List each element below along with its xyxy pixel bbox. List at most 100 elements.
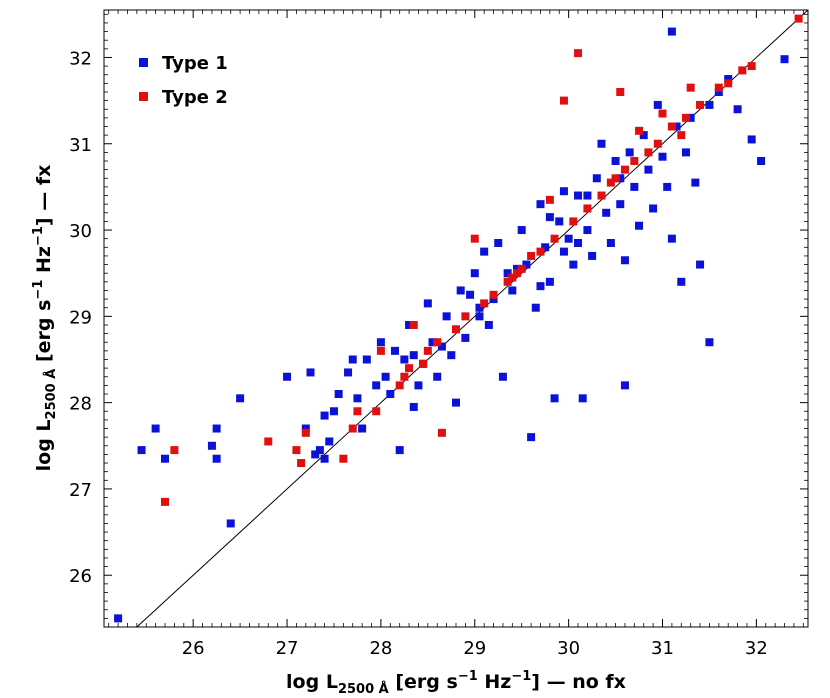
type2-point bbox=[437, 428, 446, 437]
type2-point bbox=[527, 251, 536, 260]
type2-point bbox=[536, 247, 545, 256]
type1-point bbox=[611, 157, 620, 166]
type1-point bbox=[386, 390, 395, 399]
x-tick-labels: 26 27 28 29 30 31 32 bbox=[182, 638, 768, 659]
y-tick-label: 27 bbox=[69, 480, 92, 501]
legend-label-type2: Type 2 bbox=[162, 87, 228, 108]
type1-point bbox=[517, 226, 526, 235]
type1-point bbox=[470, 269, 479, 278]
type1-point bbox=[747, 135, 756, 144]
type1-point bbox=[161, 454, 170, 463]
y-tick-label: 30 bbox=[69, 221, 92, 242]
type1-point bbox=[320, 454, 329, 463]
type1-point bbox=[564, 234, 573, 243]
legend: Type 1 Type 2 bbox=[139, 53, 228, 108]
type1-point bbox=[508, 286, 517, 295]
type2-point bbox=[297, 459, 306, 468]
type1-point bbox=[559, 247, 568, 256]
type2-point bbox=[503, 277, 512, 286]
type1-point bbox=[653, 100, 662, 109]
type1-point bbox=[405, 320, 414, 329]
type1-point bbox=[442, 312, 451, 321]
type1-point bbox=[376, 338, 385, 347]
type1-point bbox=[588, 251, 597, 260]
type1-point bbox=[447, 351, 456, 360]
type1-point bbox=[498, 372, 507, 381]
type1-point bbox=[395, 446, 404, 455]
x-tick-label: 26 bbox=[182, 638, 205, 659]
type1-point bbox=[536, 282, 545, 291]
x-tick-label: 29 bbox=[463, 638, 486, 659]
type1-point bbox=[681, 148, 690, 157]
x-tick-label: 31 bbox=[651, 638, 674, 659]
type1-point bbox=[569, 260, 578, 269]
type2-point bbox=[653, 139, 662, 148]
type1-point bbox=[484, 320, 493, 329]
type1-point bbox=[489, 295, 498, 304]
type1-point bbox=[597, 139, 606, 148]
type2-point bbox=[470, 234, 479, 243]
y-tick-label: 31 bbox=[69, 135, 92, 156]
type2-point bbox=[489, 290, 498, 299]
type1-point bbox=[635, 221, 644, 230]
type2-point bbox=[686, 83, 695, 92]
type1-point bbox=[592, 174, 601, 183]
type2-point bbox=[405, 364, 414, 373]
type2-point bbox=[353, 407, 362, 416]
type2-point bbox=[513, 269, 522, 278]
type1-point bbox=[574, 238, 583, 247]
type1-point bbox=[545, 277, 554, 286]
x-tick-label: 28 bbox=[369, 638, 392, 659]
type1-point bbox=[236, 394, 245, 403]
type2-point bbox=[301, 428, 310, 437]
type2-point bbox=[724, 79, 733, 88]
type1-point bbox=[320, 411, 329, 420]
type2-point bbox=[747, 62, 756, 71]
type1-point bbox=[372, 381, 381, 390]
type1-point bbox=[151, 424, 160, 433]
type1-point bbox=[559, 187, 568, 196]
type2-point bbox=[620, 165, 629, 174]
type1-point bbox=[705, 338, 714, 347]
type2-point bbox=[738, 66, 747, 75]
type2-point bbox=[400, 372, 409, 381]
axis-ticks bbox=[104, 10, 808, 628]
type1-point bbox=[639, 131, 648, 140]
type1-point bbox=[691, 178, 700, 187]
type2-point bbox=[452, 325, 460, 334]
type1-point bbox=[757, 157, 766, 166]
reference-line bbox=[136, 9, 809, 628]
type1-point bbox=[212, 454, 221, 463]
type1-point bbox=[527, 433, 536, 442]
y-tick-label: 26 bbox=[69, 566, 92, 587]
type1-point bbox=[306, 368, 315, 377]
type1-point bbox=[437, 342, 446, 351]
type1-point bbox=[301, 424, 310, 433]
legend-marker-type1 bbox=[139, 58, 148, 67]
type1-point bbox=[616, 200, 625, 209]
type2-point bbox=[644, 148, 653, 157]
type1-point bbox=[513, 264, 522, 273]
type1-point bbox=[381, 372, 390, 381]
type1-point bbox=[658, 152, 667, 161]
type1-point bbox=[344, 368, 353, 377]
type2-point bbox=[170, 446, 179, 455]
type1-point bbox=[334, 390, 343, 399]
type1-point bbox=[212, 424, 221, 433]
type1-point bbox=[583, 226, 592, 235]
type1-point bbox=[696, 260, 705, 269]
type1-point bbox=[461, 333, 470, 342]
type2-point bbox=[569, 217, 578, 226]
y-tick-label: 29 bbox=[69, 307, 92, 328]
type1-point bbox=[329, 407, 338, 416]
x-tick-label: 27 bbox=[276, 638, 299, 659]
type2-point bbox=[583, 204, 592, 213]
type1-point bbox=[207, 441, 216, 450]
type2-point bbox=[574, 49, 583, 58]
type1-point bbox=[226, 519, 235, 528]
type1-point bbox=[620, 381, 629, 390]
type2-point bbox=[677, 131, 686, 140]
y-tick-labels: 26 27 28 29 30 31 32 bbox=[69, 48, 92, 587]
type2-point bbox=[480, 299, 489, 308]
